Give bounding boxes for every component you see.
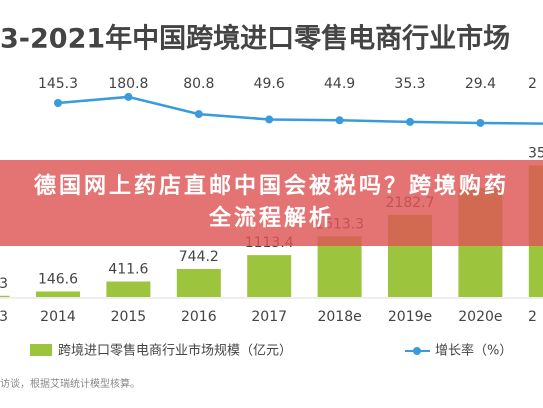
line-label: 2 [528, 76, 537, 92]
line-point [406, 117, 414, 126]
x-tick-label: 2017 [251, 309, 287, 325]
line-label: 49.6 [254, 76, 285, 92]
line-point [54, 99, 62, 108]
bar [247, 255, 292, 297]
x-tick-label: 2014 [40, 309, 76, 325]
x-tick-label: 2020e [458, 309, 502, 325]
line-point [335, 116, 344, 125]
line-label: 29.4 [465, 76, 496, 92]
x-tick-label: 2015 [111, 309, 147, 325]
line-point [124, 92, 133, 101]
banner: 德国网上药店直邮中国会被税吗？跨境购药全流程解析 [0, 160, 543, 246]
x-tick-label: 3 [0, 309, 8, 325]
x-tick-label: 2016 [181, 309, 217, 325]
bar [0, 295, 10, 297]
line-point [265, 115, 274, 124]
legend-swatch [30, 344, 52, 356]
line [57, 95, 543, 125]
line-label: 44.9 [324, 76, 355, 92]
legend-label: 跨境进口零售电商行业市场规模（亿元） [58, 343, 292, 359]
line-label: 180.8 [108, 76, 148, 92]
line-label: 35.3 [394, 76, 425, 92]
line-label: 80.8 [183, 76, 214, 92]
bar [106, 281, 151, 297]
x-tick-label: 2019e [388, 309, 432, 325]
bar-label: 744.2 [179, 249, 219, 265]
bar [176, 269, 221, 297]
bar-label: 3 [0, 276, 8, 292]
line-point [194, 110, 203, 119]
line-point [476, 118, 485, 127]
bar [36, 291, 80, 297]
legend-label: 增长率（%） [435, 343, 512, 359]
bar-label: 146.6 [38, 271, 78, 287]
banner-text: 德国网上药店直邮中国会被税吗？跨境购药全流程解析 [33, 174, 509, 231]
bar [317, 236, 362, 297]
x-tick-label: 2 [528, 309, 537, 325]
chart-title: 3-2021年中国跨境进口零售电商行业市场 [0, 23, 510, 55]
bar-label: 411.6 [108, 262, 148, 278]
line-label: 145.3 [38, 76, 78, 92]
bar-label: 35 [528, 145, 543, 161]
legend-dot [413, 347, 421, 355]
source: 访谈，根据艾瑞统计模型核算。 [0, 377, 140, 390]
x-tick-label: 2018e [317, 309, 361, 325]
